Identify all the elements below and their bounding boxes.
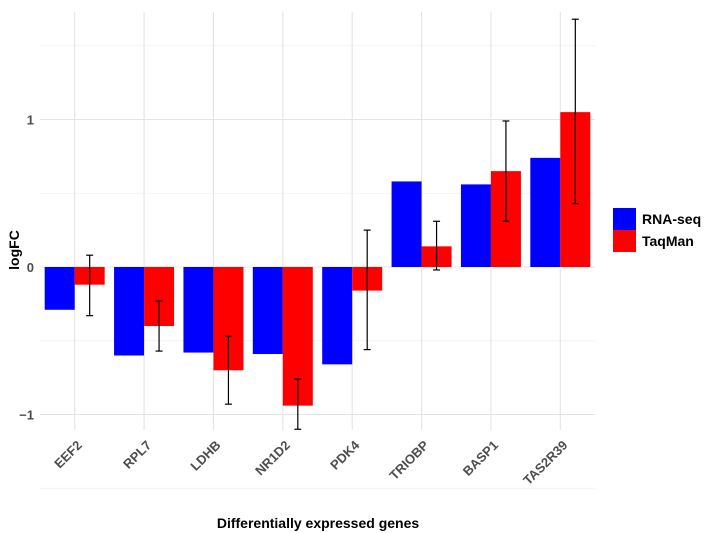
y-tick-labels: −1 0 1 [19,113,34,423]
error-bar-triobp [433,220,441,271]
y-axis-title: logFC [6,230,22,270]
y-tick-label: −1 [19,408,34,423]
error-bar-ldhb [224,335,232,405]
bar-rna-seq-ldhb [183,267,214,353]
error-bar-nr1d2 [294,378,302,430]
legend-key-taqman [613,230,636,252]
bars [44,112,591,406]
error-bar-tas2r39 [571,18,579,205]
legend-key-rna-seq [613,208,636,230]
x-tick-label-nr1d2: NR1D2 [252,438,293,479]
bar-rna-seq-basp1 [460,184,491,267]
error-bar-eef2 [86,254,94,317]
x-tick-label-ldhb: LDHB [187,438,223,474]
x-tick-label-triobp: TRIOBP [386,437,432,483]
x-tick-label-pdk4: PDK4 [327,437,363,473]
bar-rna-seq-pdk4 [322,267,353,365]
error-bars [86,18,579,430]
error-bar-pdk4 [363,229,371,351]
x-tick-label-eef2: EEF2 [51,438,85,472]
x-tick-labels: EEF2 RPL7 LDHB NR1D2 PDK4 TRIOBP BASP1 TAS2R39 [51,437,570,488]
bar-rna-seq-eef2 [44,267,75,310]
legend: RNA-seq TaqMan [613,208,701,252]
x-axis-title: Differentially expressed genes [217,515,420,531]
x-tick-label-basp1: BASP1 [460,438,501,479]
legend-label-rna-seq: RNA-seq [642,211,701,227]
error-bar-basp1 [502,120,510,222]
x-tick-label-rpl7: RPL7 [120,438,154,472]
bar-rna-seq-nr1d2 [252,267,283,355]
y-tick-label: 0 [27,260,34,275]
bar-rna-seq-triobp [391,181,422,267]
legend-label-taqman: TaqMan [642,233,694,249]
y-tick-label: 1 [27,113,34,128]
bar-rna-seq-tas2r39 [530,157,561,267]
error-bar-rpl7 [155,300,163,352]
x-tick-label-tas2r39: TAS2R39 [520,438,570,488]
bar-rna-seq-rpl7 [114,267,145,356]
